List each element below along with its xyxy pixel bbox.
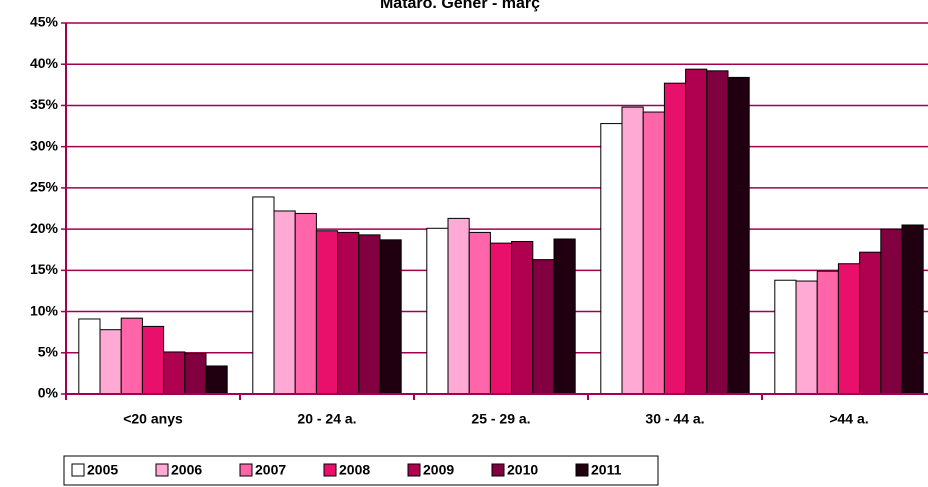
bar	[447, 217, 470, 395]
bar	[163, 351, 186, 395]
bar	[184, 353, 207, 395]
bar	[141, 325, 165, 395]
legend-label: 2010	[507, 462, 538, 478]
y-tick-label: 5%	[38, 343, 59, 359]
bar	[252, 196, 275, 395]
y-tick-label: 0%	[38, 385, 59, 401]
bar	[901, 224, 924, 395]
x-tick-label: 30 - 44 a.	[645, 411, 704, 427]
legend-swatch	[71, 463, 85, 477]
legend-swatch	[407, 463, 421, 477]
bar	[621, 106, 644, 395]
chart-title: Mataró. Gener - març	[380, 0, 540, 12]
y-tick-label: 25%	[30, 179, 59, 195]
bar	[663, 82, 687, 395]
bar	[532, 259, 555, 395]
legend-label: 2009	[423, 462, 454, 478]
bar	[727, 76, 750, 395]
legend-label: 2008	[339, 462, 370, 478]
bar	[816, 270, 839, 395]
legend-swatch	[239, 463, 253, 477]
bar	[685, 68, 708, 395]
bar	[600, 123, 623, 395]
legend-label: 2006	[171, 462, 202, 478]
bar	[426, 227, 449, 395]
legend-label: 2007	[255, 462, 286, 478]
bar	[553, 238, 576, 395]
x-tick-label: <20 anys	[123, 411, 183, 427]
y-tick-label: 20%	[30, 220, 59, 236]
bar	[379, 239, 402, 395]
bar	[489, 242, 513, 395]
bar	[468, 231, 491, 395]
bar	[78, 318, 101, 395]
bar	[706, 70, 729, 395]
legend-swatch	[323, 463, 337, 477]
bar	[315, 230, 339, 395]
bar	[642, 111, 665, 395]
legend-swatch	[155, 463, 169, 477]
y-tick-label: 40%	[30, 55, 59, 71]
bar	[294, 212, 317, 395]
y-tick-label: 15%	[30, 261, 59, 277]
y-tick-label: 35%	[30, 96, 59, 112]
bar	[99, 329, 122, 395]
x-tick-label: 20 - 24 a.	[297, 411, 356, 427]
bar	[337, 231, 360, 395]
bar	[837, 263, 861, 395]
legend-swatch	[575, 463, 589, 477]
y-tick-label: 45%	[30, 14, 59, 30]
bar	[795, 280, 818, 395]
x-tick-label: >44 a.	[829, 411, 868, 427]
bar	[120, 317, 143, 395]
x-tick-label: 25 - 29 a.	[471, 411, 530, 427]
y-tick-label: 30%	[30, 137, 59, 153]
bar	[205, 365, 228, 395]
bar	[880, 228, 903, 395]
bar	[774, 279, 797, 395]
bar	[273, 210, 296, 395]
bar	[859, 251, 882, 395]
bar	[358, 234, 381, 395]
bar	[511, 240, 534, 395]
legend-swatch	[491, 463, 505, 477]
legend-label: 2011	[591, 462, 622, 478]
y-tick-label: 10%	[30, 302, 59, 318]
legend-label: 2005	[87, 462, 118, 478]
